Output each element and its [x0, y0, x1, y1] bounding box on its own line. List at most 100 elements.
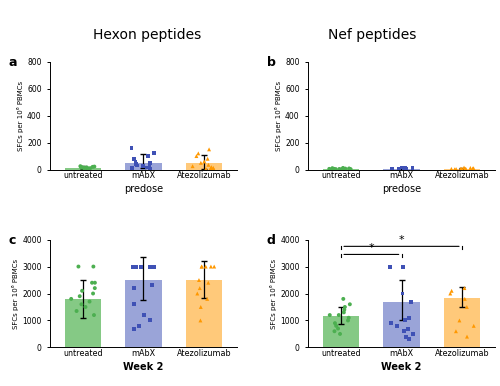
Y-axis label: SFCs per 10⁶ PBMCs: SFCs per 10⁶ PBMCs [270, 259, 278, 328]
Point [134, 323, 142, 329]
Point [78, 164, 86, 170]
Point [132, 264, 140, 270]
Point [345, 165, 353, 171]
Point [346, 166, 354, 172]
Bar [444, 298, 480, 347]
Point [450, 166, 458, 173]
Point [340, 296, 347, 302]
Point [146, 317, 154, 323]
Point [463, 334, 471, 340]
Point [88, 164, 96, 170]
Point [91, 285, 99, 291]
Point [195, 277, 203, 283]
Point [140, 312, 147, 318]
Point [395, 166, 403, 172]
Point [197, 304, 205, 310]
Point [74, 264, 82, 270]
Bar [323, 317, 360, 347]
Point [130, 301, 138, 307]
Point [452, 166, 460, 172]
Point [404, 315, 412, 321]
Text: c: c [9, 234, 16, 247]
Point [402, 165, 410, 171]
Point [409, 331, 417, 337]
Point [328, 166, 336, 172]
Point [130, 156, 138, 162]
Bar [65, 168, 102, 169]
Point [133, 163, 141, 169]
Point [399, 264, 407, 270]
Point [402, 166, 409, 172]
Text: Nef peptides: Nef peptides [328, 29, 416, 42]
Point [344, 315, 352, 321]
Point [331, 320, 339, 326]
Point [196, 317, 204, 323]
Point [458, 166, 466, 172]
Point [386, 264, 394, 270]
Point [326, 312, 334, 318]
Point [128, 145, 136, 151]
Point [210, 264, 218, 270]
Point [388, 166, 396, 173]
Point [448, 166, 456, 172]
Point [198, 264, 206, 270]
Point [208, 164, 216, 170]
Point [332, 166, 340, 172]
Point [387, 320, 395, 326]
Point [192, 153, 200, 159]
Point [78, 288, 86, 294]
Point [336, 166, 344, 172]
Point [470, 323, 478, 329]
Point [207, 264, 215, 270]
Point [405, 336, 413, 342]
Point [402, 166, 410, 172]
Point [401, 165, 409, 171]
Point [130, 325, 138, 332]
Point [408, 165, 416, 171]
Point [404, 325, 412, 332]
Point [330, 328, 338, 334]
Point [140, 163, 147, 169]
Bar [126, 163, 162, 169]
Point [91, 279, 99, 286]
Point [89, 290, 97, 296]
Point [461, 166, 469, 172]
Point [90, 264, 98, 270]
Y-axis label: SFCs per 10⁶ PBMCs: SFCs per 10⁶ PBMCs [12, 259, 20, 328]
Point [466, 165, 474, 171]
Point [402, 334, 409, 340]
Point [204, 279, 212, 286]
Point [148, 282, 156, 288]
Point [462, 166, 469, 172]
Point [146, 264, 154, 270]
Point [209, 165, 217, 171]
Point [463, 304, 471, 310]
Point [330, 166, 338, 172]
Point [346, 166, 354, 172]
Point [446, 290, 454, 296]
Point [76, 163, 84, 169]
Point [458, 166, 466, 172]
Y-axis label: SFCs per 10⁶ PBMCs: SFCs per 10⁶ PBMCs [276, 81, 282, 151]
Point [82, 164, 90, 171]
Text: *: * [368, 243, 374, 253]
Text: d: d [267, 234, 276, 247]
Point [457, 166, 465, 172]
Point [137, 264, 145, 270]
Point [402, 317, 409, 323]
X-axis label: predose: predose [382, 184, 421, 194]
Point [452, 328, 460, 334]
Point [203, 296, 211, 302]
Point [150, 264, 158, 270]
Point [206, 165, 214, 171]
Point [150, 150, 158, 156]
Point [198, 264, 205, 270]
Point [342, 166, 349, 172]
Point [325, 166, 333, 172]
Point [146, 166, 154, 172]
Point [80, 166, 88, 172]
Point [146, 160, 154, 166]
Point [394, 166, 402, 172]
Point [332, 323, 340, 329]
Point [460, 285, 468, 291]
